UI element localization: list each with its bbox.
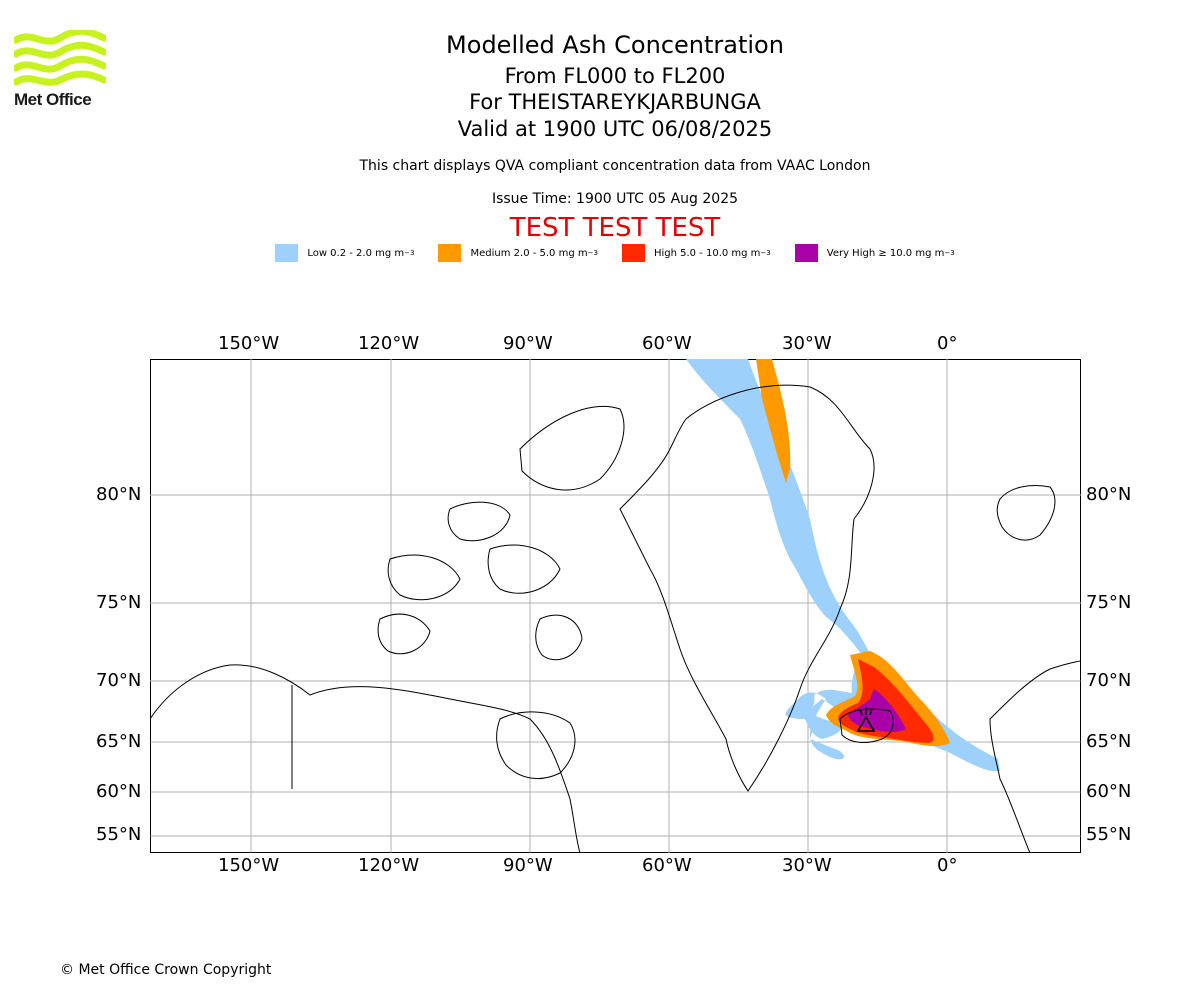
ash-very-high-region [848, 689, 906, 732]
lon-label-top-90w: 90°W [503, 333, 553, 354]
lat-label-left-65n: 65°N [96, 731, 142, 752]
lon-label-top-120w: 120°W [358, 333, 420, 354]
lon-label-top-0: 0° [937, 333, 958, 354]
lon-label-bottom-90w: 90°W [503, 855, 553, 876]
issue-time: Issue Time: 1900 UTC 05 Aug 2025 [491, 191, 739, 207]
legend-swatch-medium [438, 244, 462, 262]
legend-swatch-low [275, 244, 299, 262]
copyright-notice: © Met Office Crown Copyright [60, 962, 272, 978]
legend-exp-medium: −3 [587, 249, 598, 257]
lon-label-top-60w: 60°W [642, 333, 692, 354]
lat-label-right-70n: 70°N [1086, 670, 1132, 691]
met-office-logo-icon [14, 30, 106, 86]
lat-label-left-55n: 55°N [96, 824, 142, 845]
coastlines [150, 384, 1081, 853]
lat-label-right-80n: 80°N [1086, 484, 1132, 505]
lat-label-left-75n: 75°N [96, 592, 142, 613]
legend-exp-high: −3 [760, 249, 771, 257]
legend-label-high: High 5.0 - 10.0 mg m [653, 247, 761, 259]
lon-label-bottom-0: 0° [937, 855, 958, 876]
concentration-legend: Low 0.2 - 2.0 mg m −3 Medium 2.0 - 5.0 mg… [0, 244, 1200, 262]
legend-exp-very-high: −3 [944, 249, 955, 257]
legend-item-low: Low 0.2 - 2.0 mg m −3 [275, 244, 414, 262]
logo-wordmark: Met Office [14, 90, 92, 109]
legend-swatch-high [621, 244, 645, 262]
ash-low-region [686, 359, 1000, 772]
lat-label-right-75n: 75°N [1086, 592, 1132, 613]
lat-label-right-65n: 65°N [1086, 731, 1132, 752]
test-banner: TEST TEST TEST [509, 213, 721, 243]
lat-label-left-70n: 70°N [96, 670, 142, 691]
lon-label-bottom-120w: 120°W [358, 855, 420, 876]
lon-label-top-30w: 30°W [782, 333, 832, 354]
volcano-name: For THEISTAREYKJARBUNGA [469, 90, 761, 114]
lat-label-left-60n: 60°N [96, 781, 142, 802]
legend-exp-low: −3 [404, 249, 415, 257]
legend-item-medium: Medium 2.0 - 5.0 mg m −3 [438, 244, 598, 262]
legend-label-medium: Medium 2.0 - 5.0 mg m [470, 247, 588, 259]
ash-map[interactable] [150, 359, 1081, 853]
lon-label-top-150w: 150°W [218, 333, 280, 354]
flight-level-range: From FL000 to FL200 [504, 64, 726, 88]
legend-item-high: High 5.0 - 10.0 mg m −3 [621, 244, 771, 262]
lat-label-right-60n: 60°N [1086, 781, 1132, 802]
legend-item-very-high: Very High ≥ 10.0 mg m −3 [794, 244, 955, 262]
legend-swatch-very-high [794, 244, 818, 262]
qva-note: This chart displays QVA compliant concen… [359, 158, 871, 174]
lat-label-right-55n: 55°N [1086, 824, 1132, 845]
lon-label-bottom-60w: 60°W [642, 855, 692, 876]
chart-title: Modelled Ash Concentration [446, 31, 784, 59]
lon-label-bottom-30w: 30°W [782, 855, 832, 876]
valid-time: Valid at 1900 UTC 06/08/2025 [457, 117, 773, 141]
legend-label-very-high: Very High ≥ 10.0 mg m [826, 247, 945, 259]
lon-label-bottom-150w: 150°W [218, 855, 280, 876]
lat-label-left-80n: 80°N [96, 484, 142, 505]
volcano-symbol-icon [856, 707, 876, 732]
map-grid [150, 359, 1081, 853]
legend-label-low: Low 0.2 - 2.0 mg m [307, 247, 405, 259]
